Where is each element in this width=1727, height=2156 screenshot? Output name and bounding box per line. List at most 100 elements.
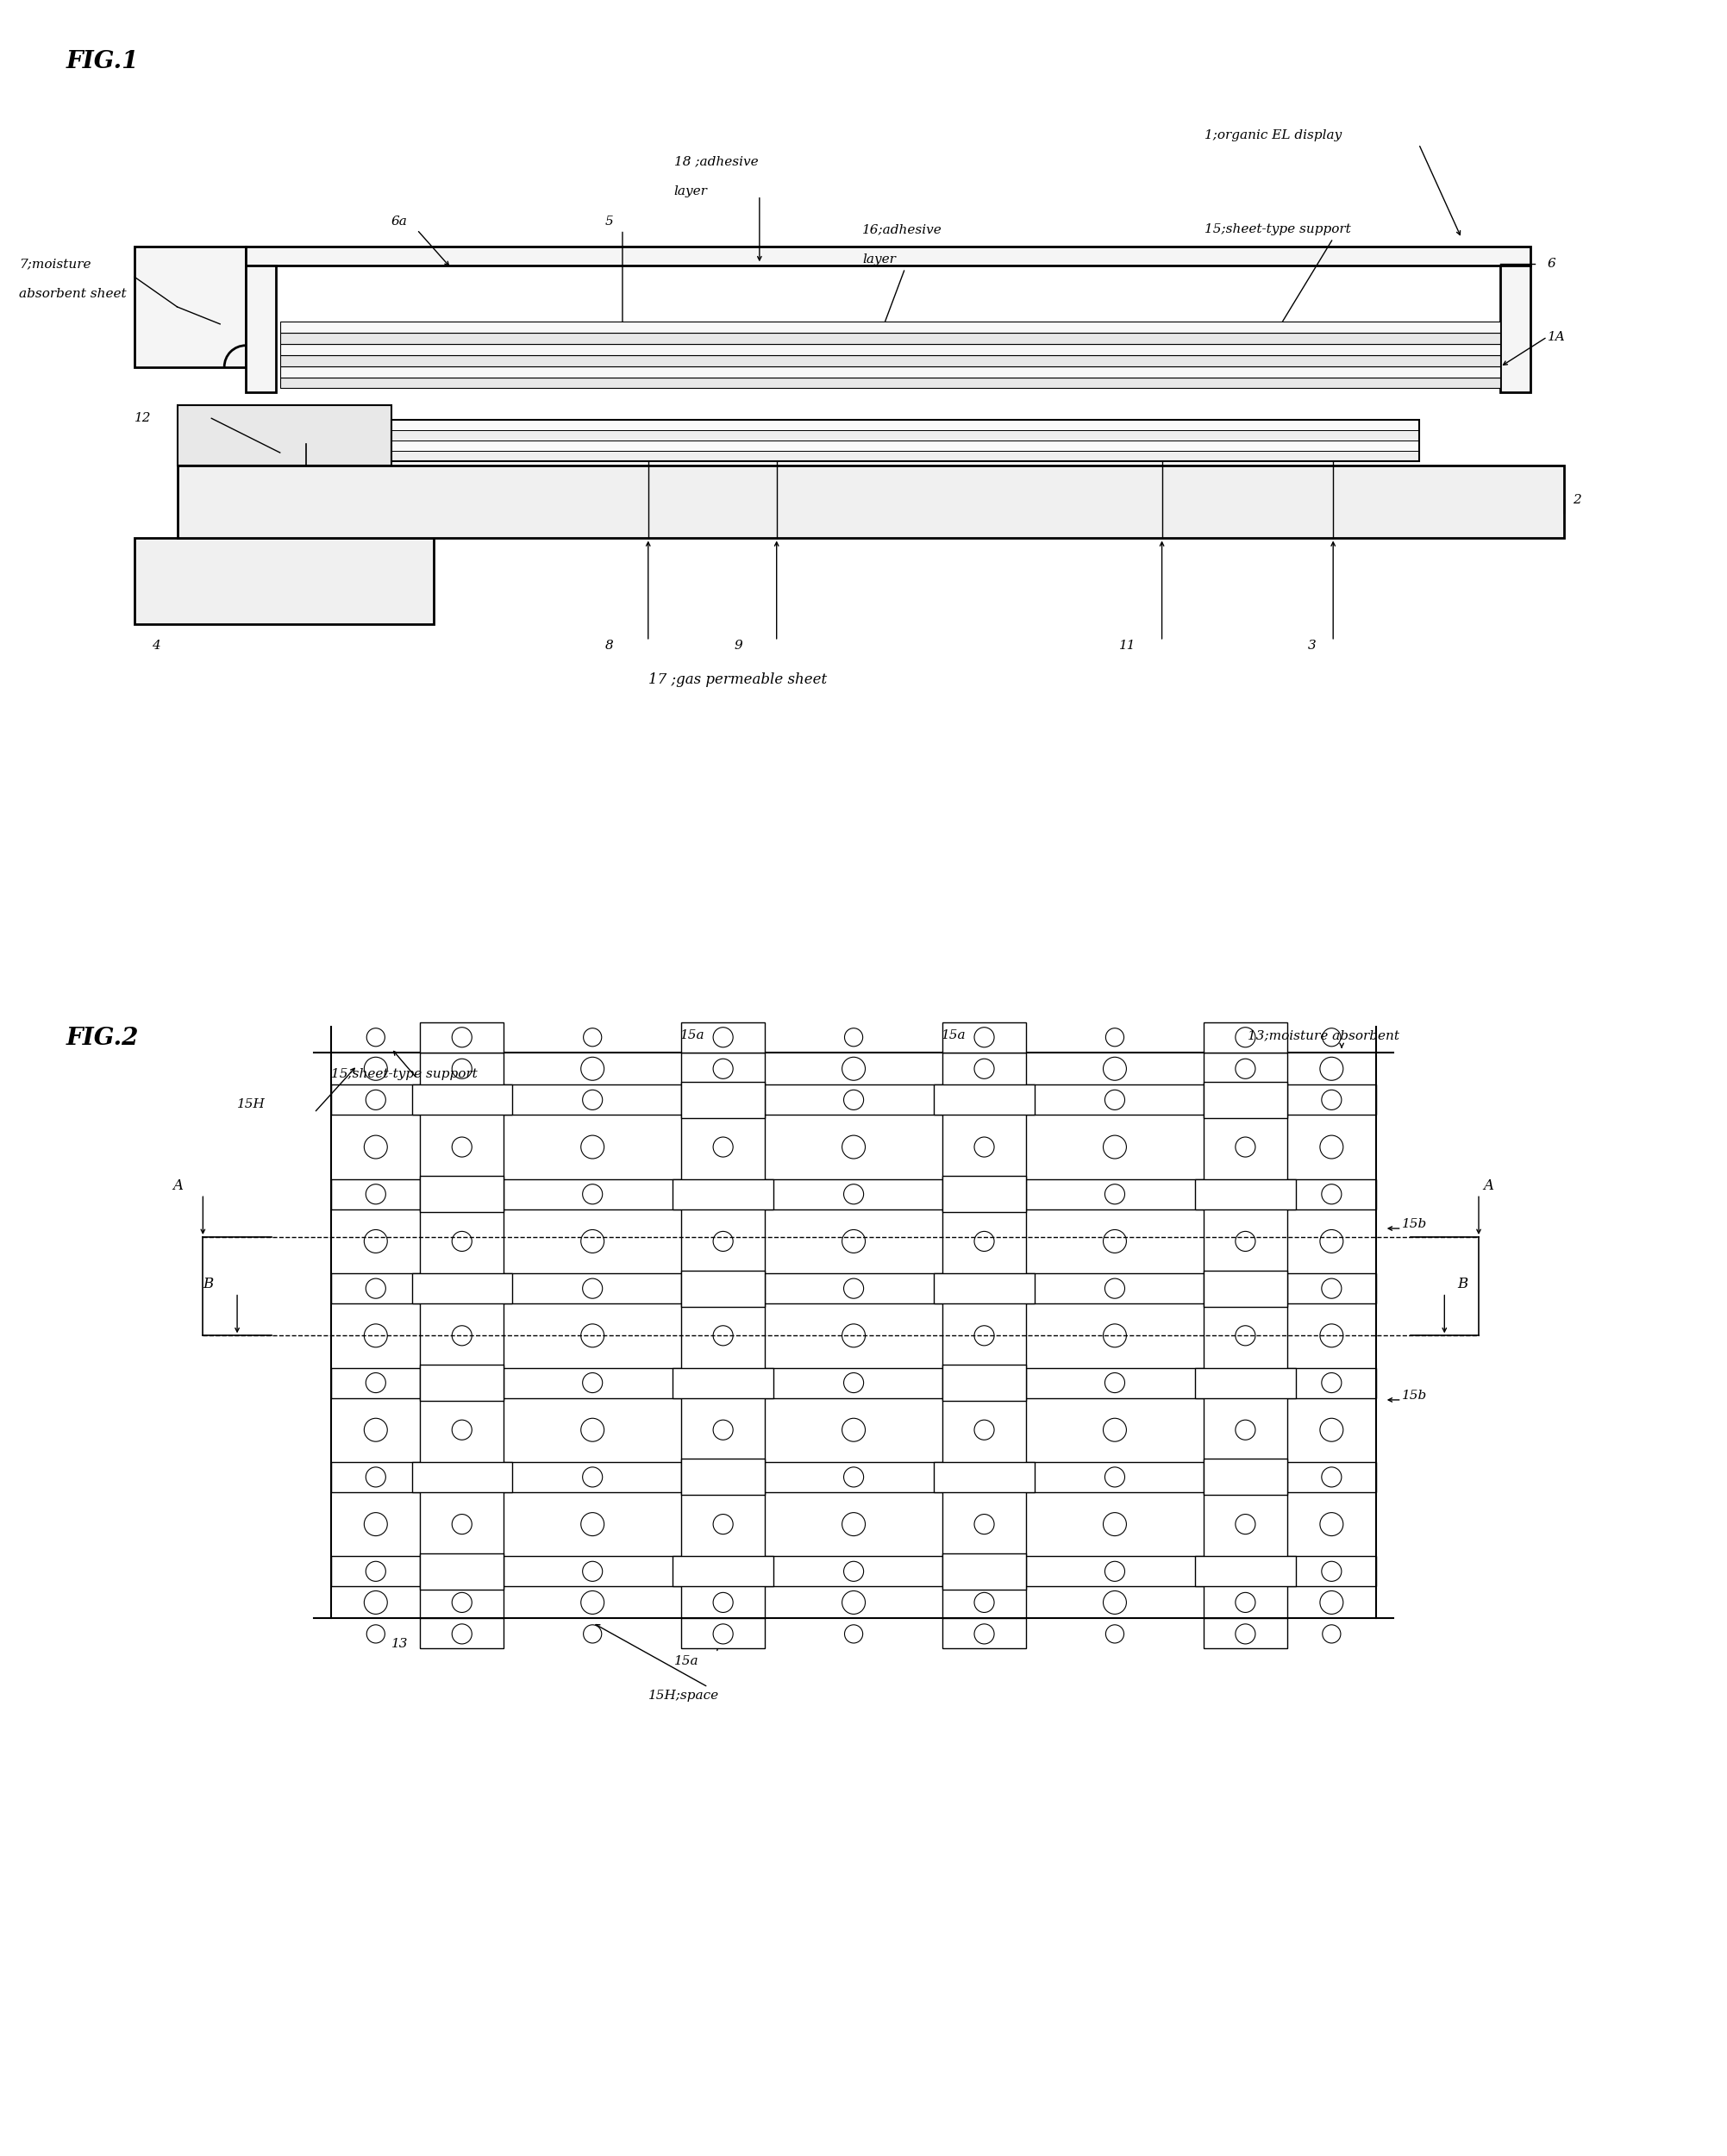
Circle shape bbox=[1235, 1326, 1256, 1345]
Circle shape bbox=[1235, 1514, 1256, 1535]
Bar bbox=[420, 1619, 504, 1649]
Circle shape bbox=[713, 1421, 732, 1440]
Bar bbox=[680, 1082, 765, 1119]
Circle shape bbox=[1235, 1421, 1256, 1440]
Bar bbox=[420, 1175, 504, 1212]
Text: 11: 11 bbox=[1119, 640, 1136, 651]
Circle shape bbox=[452, 1231, 471, 1250]
Bar bbox=[332, 1462, 1376, 1492]
Bar bbox=[392, 431, 1420, 440]
Circle shape bbox=[843, 1419, 865, 1442]
Circle shape bbox=[364, 1229, 387, 1253]
Circle shape bbox=[452, 1059, 471, 1078]
Circle shape bbox=[843, 1514, 865, 1535]
Bar bbox=[943, 1052, 1026, 1619]
Text: FIG.2: FIG.2 bbox=[66, 1026, 138, 1050]
Text: 3: 3 bbox=[1307, 640, 1316, 651]
Bar bbox=[135, 248, 245, 367]
Bar bbox=[680, 1270, 765, 1307]
Bar bbox=[943, 1175, 1026, 1212]
Circle shape bbox=[974, 1593, 995, 1613]
Bar bbox=[680, 1460, 765, 1494]
Bar bbox=[178, 466, 1565, 539]
Circle shape bbox=[845, 1561, 864, 1580]
Circle shape bbox=[1105, 1184, 1124, 1203]
Circle shape bbox=[1321, 1184, 1342, 1203]
Text: layer: layer bbox=[674, 185, 708, 196]
Circle shape bbox=[1104, 1324, 1126, 1348]
Bar bbox=[135, 539, 433, 623]
Circle shape bbox=[845, 1028, 864, 1046]
Bar bbox=[411, 1274, 513, 1304]
Circle shape bbox=[1323, 1626, 1340, 1643]
Bar bbox=[411, 1462, 513, 1492]
Circle shape bbox=[845, 1373, 864, 1393]
Text: 15a: 15a bbox=[941, 1031, 965, 1041]
Bar bbox=[332, 1557, 1376, 1587]
Bar bbox=[245, 248, 1530, 265]
Text: FIG.1: FIG.1 bbox=[66, 50, 138, 73]
Bar bbox=[178, 405, 392, 466]
Text: 15;sheet-type support: 15;sheet-type support bbox=[332, 1067, 478, 1080]
Bar bbox=[392, 420, 1420, 431]
Text: 13;moisture absorbent: 13;moisture absorbent bbox=[1247, 1031, 1399, 1041]
Text: 15;sheet-type support: 15;sheet-type support bbox=[1205, 224, 1351, 235]
Circle shape bbox=[366, 1561, 385, 1580]
Circle shape bbox=[580, 1056, 604, 1080]
Circle shape bbox=[584, 1626, 601, 1643]
Circle shape bbox=[580, 1229, 604, 1253]
Circle shape bbox=[974, 1231, 995, 1250]
Circle shape bbox=[1235, 1593, 1256, 1613]
Circle shape bbox=[1104, 1229, 1126, 1253]
Text: 15a: 15a bbox=[674, 1656, 698, 1667]
Circle shape bbox=[1104, 1514, 1126, 1535]
Circle shape bbox=[974, 1421, 995, 1440]
Text: 17 ;gas permeable sheet: 17 ;gas permeable sheet bbox=[648, 673, 827, 688]
Bar bbox=[392, 451, 1420, 461]
Text: 1;organic EL display: 1;organic EL display bbox=[1205, 129, 1342, 142]
Circle shape bbox=[1104, 1419, 1126, 1442]
Circle shape bbox=[366, 1028, 385, 1046]
Bar bbox=[943, 1365, 1026, 1401]
Bar bbox=[674, 1179, 774, 1210]
Text: 6a: 6a bbox=[392, 216, 408, 226]
Circle shape bbox=[713, 1059, 732, 1078]
Circle shape bbox=[1319, 1419, 1344, 1442]
Bar bbox=[680, 1052, 765, 1619]
Text: 15b: 15b bbox=[1402, 1218, 1427, 1231]
Text: 1A: 1A bbox=[1547, 330, 1565, 343]
Circle shape bbox=[582, 1279, 603, 1298]
Circle shape bbox=[1319, 1056, 1344, 1080]
Circle shape bbox=[452, 1026, 471, 1048]
Text: B: B bbox=[202, 1276, 214, 1291]
Circle shape bbox=[1105, 1561, 1124, 1580]
Circle shape bbox=[843, 1591, 865, 1615]
Text: 13: 13 bbox=[392, 1639, 408, 1649]
Circle shape bbox=[1235, 1136, 1256, 1158]
Circle shape bbox=[845, 1466, 864, 1488]
Bar bbox=[934, 1084, 1034, 1115]
Circle shape bbox=[582, 1373, 603, 1393]
Bar bbox=[280, 367, 1501, 377]
Circle shape bbox=[1235, 1231, 1256, 1250]
Circle shape bbox=[582, 1091, 603, 1110]
Circle shape bbox=[364, 1514, 387, 1535]
Text: 8: 8 bbox=[606, 640, 613, 651]
Circle shape bbox=[366, 1373, 385, 1393]
Bar bbox=[1501, 265, 1530, 392]
Circle shape bbox=[1105, 1626, 1124, 1643]
Circle shape bbox=[366, 1279, 385, 1298]
Circle shape bbox=[452, 1326, 471, 1345]
Bar bbox=[1204, 1022, 1287, 1052]
Circle shape bbox=[452, 1623, 471, 1643]
Circle shape bbox=[1321, 1561, 1342, 1580]
Circle shape bbox=[452, 1136, 471, 1158]
Circle shape bbox=[582, 1184, 603, 1203]
Text: 2: 2 bbox=[1573, 494, 1582, 507]
Bar bbox=[280, 321, 1501, 332]
Text: 18 ;adhesive: 18 ;adhesive bbox=[674, 155, 758, 168]
Circle shape bbox=[452, 1421, 471, 1440]
Bar bbox=[332, 1084, 1376, 1115]
Text: 15a: 15a bbox=[680, 1031, 705, 1041]
Circle shape bbox=[1104, 1056, 1126, 1080]
